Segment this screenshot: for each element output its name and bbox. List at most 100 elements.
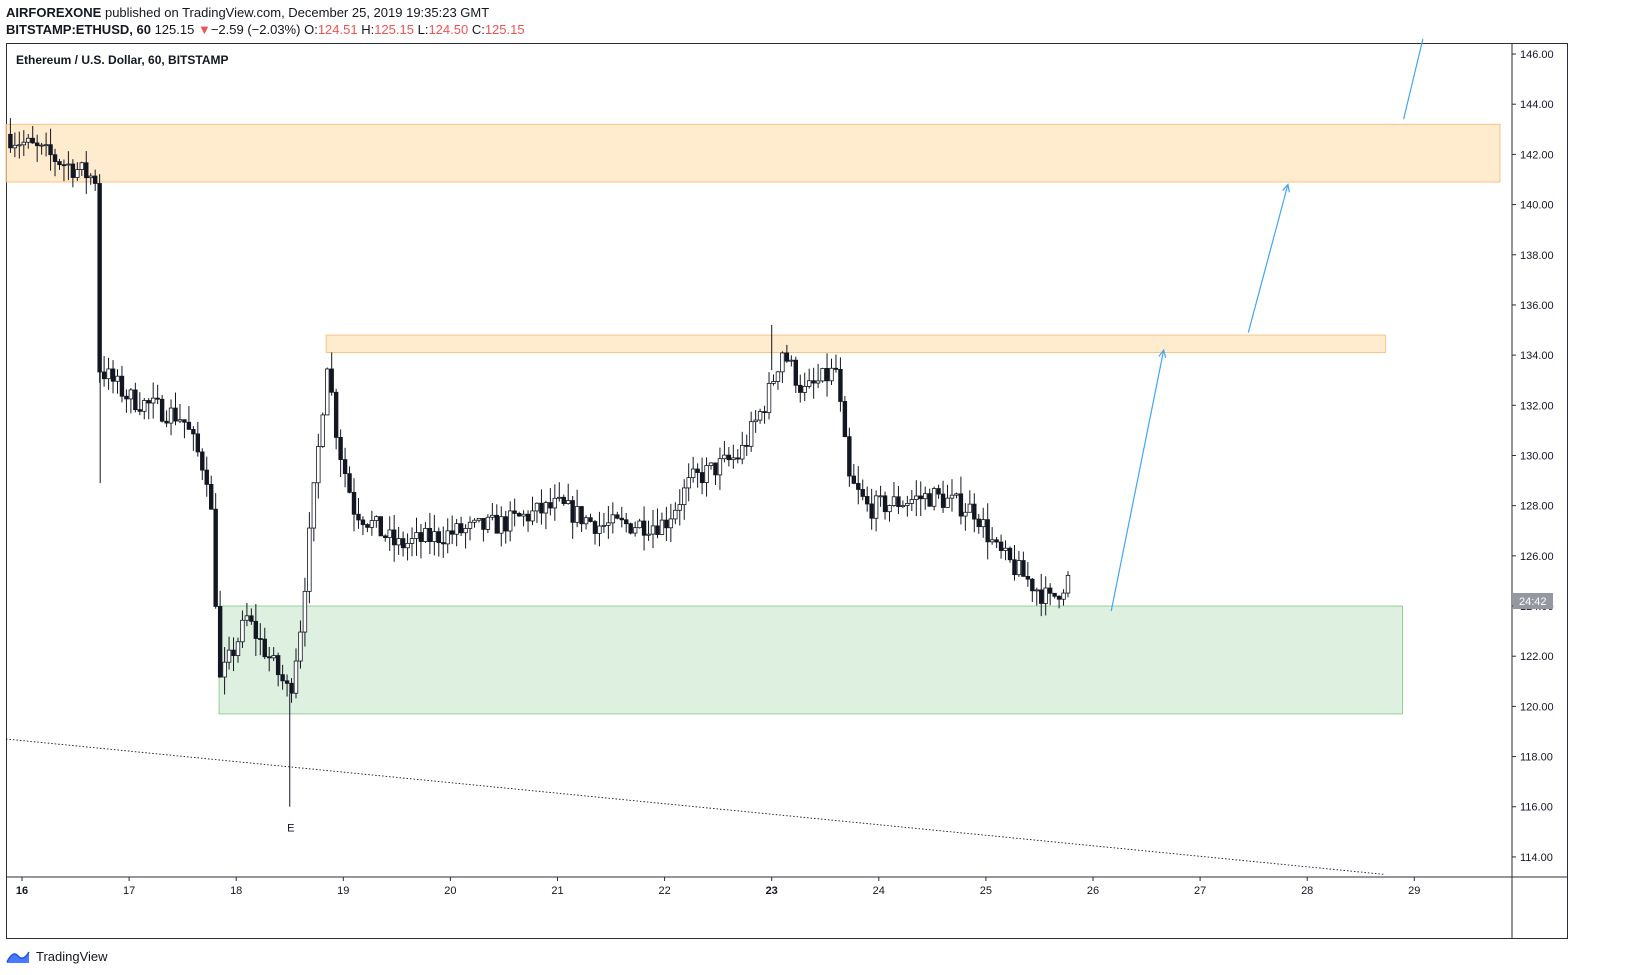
demand-zone[interactable] (218, 605, 1403, 715)
candle (557, 496, 562, 499)
chart-frame[interactable] (6, 43, 1568, 939)
candle (860, 489, 865, 497)
candle (124, 395, 129, 400)
candle (954, 493, 959, 496)
high-value: 125.15 (374, 22, 414, 37)
candle (34, 142, 40, 147)
candle (597, 525, 602, 534)
candle (829, 367, 834, 382)
candle (155, 397, 160, 400)
candle (378, 516, 383, 537)
candle (900, 505, 906, 508)
candle (699, 472, 705, 484)
candle (945, 497, 950, 508)
candle (267, 656, 272, 659)
candle (668, 518, 674, 529)
candle (329, 368, 334, 393)
candle (57, 161, 62, 166)
open-value: 124.51 (317, 22, 358, 37)
x-tick-label: 22 (658, 885, 670, 897)
candle (414, 532, 419, 539)
candle (789, 359, 794, 362)
candle (664, 519, 669, 529)
candle (150, 397, 156, 404)
candle (226, 649, 232, 663)
candle (427, 527, 433, 543)
candle (391, 529, 397, 546)
candle (873, 495, 879, 519)
candle (878, 495, 883, 498)
candle (561, 496, 566, 505)
candle (940, 493, 946, 508)
candle (842, 401, 848, 438)
candle (1003, 547, 1008, 551)
candle (231, 649, 236, 657)
candle (463, 528, 468, 534)
candle (39, 144, 44, 147)
candle (708, 462, 714, 466)
candle (610, 514, 616, 524)
candle (142, 400, 147, 412)
projection-line[interactable] (1110, 349, 1165, 612)
candle (1007, 547, 1013, 561)
projection-line[interactable] (1247, 184, 1289, 333)
candle (802, 385, 807, 393)
candle (958, 493, 964, 517)
candle (963, 511, 968, 517)
candle (726, 454, 732, 461)
candle (222, 661, 227, 678)
candle (815, 380, 821, 384)
candle (249, 615, 254, 622)
candle (659, 519, 665, 535)
y-tick-label: 116.00 (1520, 802, 1553, 814)
price-countdown-badge (1513, 593, 1553, 610)
last-price: 125.15 (154, 22, 195, 37)
candle (253, 620, 259, 639)
projection-line[interactable] (1403, 38, 1424, 120)
candle (838, 368, 843, 402)
candle (579, 506, 584, 525)
candle (244, 615, 250, 621)
candle (485, 516, 491, 530)
x-tick-label: 28 (1301, 885, 1313, 897)
x-tick-label: 16 (16, 885, 28, 897)
candle (682, 487, 687, 506)
candle (972, 503, 977, 520)
candle (1061, 592, 1066, 600)
mid-supply-zone[interactable] (325, 334, 1386, 354)
candle (365, 524, 370, 528)
dotted-trendline[interactable] (5, 738, 1386, 875)
author-name[interactable]: AIRFOREXONE (6, 5, 102, 20)
candle (445, 530, 450, 545)
candle (133, 389, 138, 411)
candle (128, 389, 134, 400)
chart-title: Ethereum / U.S. Dollar, 60, BITSTAMP (16, 53, 229, 67)
y-tick-label: 126.00 (1520, 551, 1554, 563)
candle (195, 433, 201, 453)
candle (936, 488, 941, 495)
candle (998, 541, 1004, 551)
candle (159, 398, 165, 422)
x-tick-label: 27 (1194, 885, 1206, 897)
candle (383, 535, 388, 538)
y-tick-label: 138.00 (1520, 250, 1554, 262)
y-tick-label: 130.00 (1520, 450, 1554, 462)
candle (713, 462, 718, 476)
upper-supply-zone[interactable] (5, 123, 1501, 183)
candle (655, 525, 660, 535)
candle (213, 508, 218, 607)
candle (744, 444, 749, 447)
candle (918, 495, 923, 500)
symbol-info-line: BITSTAMP:ETHUSD, 60 125.15 ▼−2.59 (−2.03… (6, 22, 525, 37)
candle (119, 375, 125, 397)
y-tick-label: 122.00 (1520, 651, 1554, 663)
candle (351, 491, 357, 515)
candle (646, 533, 651, 536)
candle (896, 496, 901, 508)
candle (289, 682, 294, 694)
candle (1043, 587, 1048, 604)
tradingview-brand[interactable]: TradingView (36, 948, 108, 964)
candle (137, 409, 143, 412)
candle (704, 465, 709, 484)
